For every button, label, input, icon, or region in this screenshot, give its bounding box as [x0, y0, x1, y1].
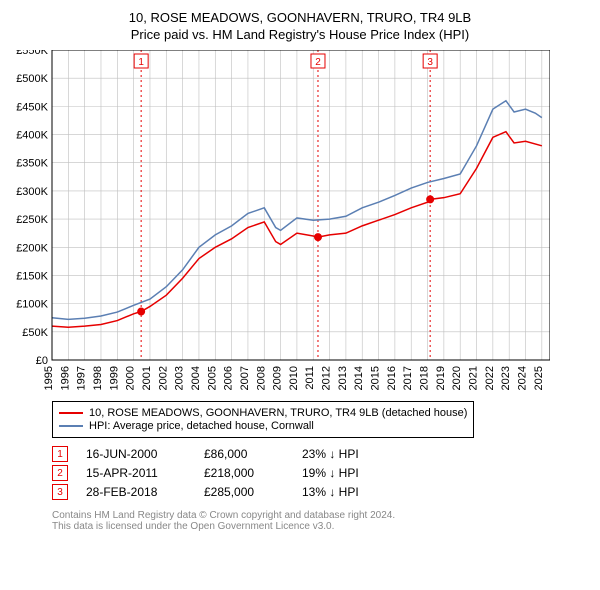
svg-text:2019: 2019	[435, 366, 447, 390]
svg-text:1995: 1995	[43, 366, 55, 390]
sale-marker-icon: 2	[52, 465, 68, 481]
svg-text:£350K: £350K	[16, 158, 48, 170]
svg-text:2007: 2007	[239, 366, 251, 390]
svg-text:1999: 1999	[108, 366, 120, 390]
legend-swatch-2	[59, 425, 83, 427]
legend-label-2: HPI: Average price, detached house, Corn…	[89, 420, 314, 432]
sale-row: 1 16-JUN-2000 £86,000 23% ↓ HPI	[52, 446, 590, 462]
sale-diff: 19% ↓ HPI	[302, 466, 392, 480]
svg-text:2021: 2021	[468, 366, 480, 390]
svg-text:£100K: £100K	[16, 299, 48, 311]
sale-diff: 23% ↓ HPI	[302, 447, 392, 461]
sale-date: 15-APR-2011	[86, 466, 186, 480]
svg-text:1996: 1996	[59, 366, 71, 390]
svg-text:2013: 2013	[337, 366, 349, 390]
svg-text:2008: 2008	[255, 366, 267, 390]
sale-marker-icon: 3	[52, 484, 68, 500]
footer: Contains HM Land Registry data © Crown c…	[52, 510, 590, 532]
sale-row: 3 28-FEB-2018 £285,000 13% ↓ HPI	[52, 484, 590, 500]
svg-text:1: 1	[138, 57, 144, 68]
svg-text:2018: 2018	[419, 366, 431, 390]
legend-row-1: 10, ROSE MEADOWS, GOONHAVERN, TRURO, TR4…	[59, 407, 467, 419]
svg-text:£500K: £500K	[16, 73, 48, 85]
svg-text:2025: 2025	[533, 366, 545, 390]
svg-text:£0: £0	[36, 355, 48, 367]
svg-text:£550K: £550K	[16, 50, 48, 57]
svg-text:£300K: £300K	[16, 186, 48, 198]
svg-text:2004: 2004	[190, 366, 202, 390]
svg-text:2015: 2015	[370, 366, 382, 390]
sale-price: £218,000	[204, 466, 284, 480]
svg-text:2011: 2011	[304, 366, 316, 390]
svg-text:£400K: £400K	[16, 130, 48, 142]
svg-text:2020: 2020	[451, 366, 463, 390]
title-line1: 10, ROSE MEADOWS, GOONHAVERN, TRURO, TR4…	[10, 10, 590, 25]
sale-date: 16-JUN-2000	[86, 447, 186, 461]
svg-text:2012: 2012	[321, 366, 333, 390]
svg-text:£150K: £150K	[16, 270, 48, 282]
svg-text:2006: 2006	[223, 366, 235, 390]
sale-row: 2 15-APR-2011 £218,000 19% ↓ HPI	[52, 465, 590, 481]
chart-svg: £0 £50K £100K £150K £200K £250K £300K £350K £400…	[10, 50, 550, 390]
sale-price: £285,000	[204, 485, 284, 499]
sale-marker-icon: 1	[52, 446, 68, 462]
svg-text:2005: 2005	[206, 366, 218, 390]
svg-text:2014: 2014	[353, 366, 365, 390]
svg-text:2016: 2016	[386, 366, 398, 390]
sales-list: 1 16-JUN-2000 £86,000 23% ↓ HPI 2 15-APR-2011…	[10, 446, 590, 500]
price-chart: £0 £50K £100K £150K £200K £250K £300K £350K £400…	[10, 50, 590, 393]
svg-text:2024: 2024	[517, 366, 529, 390]
svg-text:2001: 2001	[141, 366, 153, 390]
svg-text:2010: 2010	[288, 366, 300, 390]
svg-text:2002: 2002	[157, 366, 169, 390]
svg-text:2022: 2022	[484, 366, 496, 390]
sale-date: 28-FEB-2018	[86, 485, 186, 499]
legend-row-2: HPI: Average price, detached house, Corn…	[59, 420, 467, 432]
svg-text:2023: 2023	[500, 366, 512, 390]
svg-text:£200K: £200K	[16, 242, 48, 254]
svg-text:2000: 2000	[125, 366, 137, 390]
svg-text:£50K: £50K	[22, 327, 48, 339]
svg-text:1998: 1998	[92, 366, 104, 390]
svg-text:£250K: £250K	[16, 214, 48, 226]
svg-text:1997: 1997	[76, 366, 88, 390]
sale-price: £86,000	[204, 447, 284, 461]
footer-line2: This data is licensed under the Open Gov…	[52, 521, 590, 532]
legend: 10, ROSE MEADOWS, GOONHAVERN, TRURO, TR4…	[52, 401, 474, 438]
legend-swatch-1	[59, 412, 83, 414]
svg-text:2003: 2003	[174, 366, 186, 390]
sale-diff: 13% ↓ HPI	[302, 485, 392, 499]
footer-line1: Contains HM Land Registry data © Crown c…	[52, 510, 590, 521]
svg-text:£450K: £450K	[16, 101, 48, 113]
svg-text:2009: 2009	[272, 366, 284, 390]
svg-text:2: 2	[315, 57, 321, 68]
legend-label-1: 10, ROSE MEADOWS, GOONHAVERN, TRURO, TR4…	[89, 407, 467, 419]
title-line2: Price paid vs. HM Land Registry's House …	[10, 27, 590, 42]
svg-text:3: 3	[427, 57, 433, 68]
svg-text:2017: 2017	[402, 366, 414, 390]
